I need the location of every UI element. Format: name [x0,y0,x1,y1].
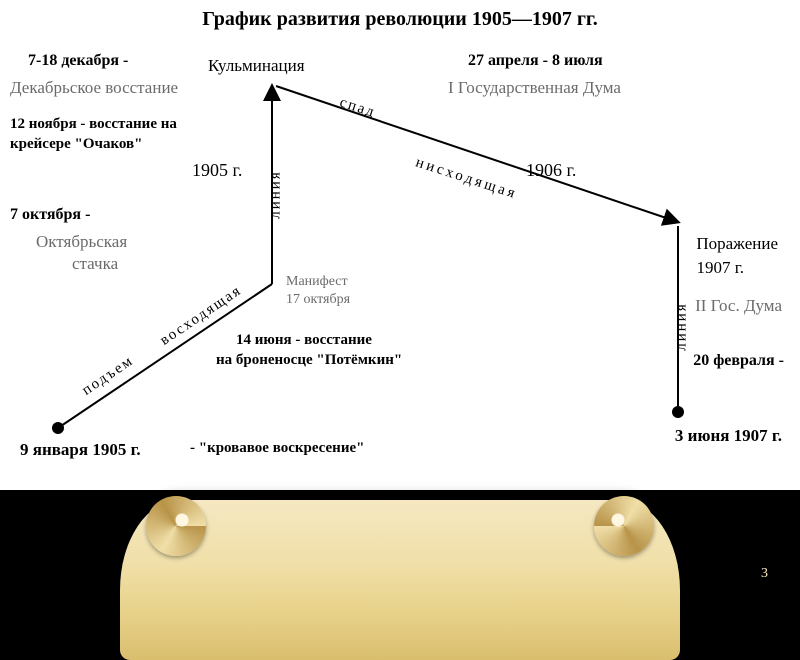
scroll-paper [120,500,680,660]
label-duma1-date: 27 апреля - 8 июля [468,52,603,70]
label-bloody: - "кровавое воскресение" [190,440,364,457]
label-oct1: Октябрьская [36,232,127,252]
label-nish: нисходящая [416,154,522,171]
label-dec-uprising: Декабрьское восстание [10,78,178,98]
label-oct-date: 7 октября - [10,206,90,224]
label-year-1906: 1906 г. [526,160,576,181]
label-duma2: II Гос. Дума [695,296,782,316]
label-ochakov: крейсере "Очаков" [10,136,143,153]
label-potemkin: на броненосце "Потёмкин" [216,352,402,369]
label-manifest2: 17 октября [286,292,350,308]
start-point [52,422,64,434]
label-duma1: I Государственная Дума [448,78,621,98]
page-number: 3 [761,566,768,582]
label-ochakov-date: 12 ноября - восстание на [10,116,177,133]
scroll-band: 3 [0,490,800,600]
label-year-1905: 1905 г. [192,160,242,181]
diagram-canvas: График развития революции 1905—1907 гг. … [0,0,800,490]
label-liniya-up: линия [252,186,300,203]
label-podiem: подъем [84,384,143,401]
label-bloody-date: 9 января 1905 г. [20,440,141,460]
label-defeat-year: 1907 г. [696,258,744,278]
label-spad: спад [340,94,377,111]
label-liniya-down: линия [658,318,706,335]
label-defeat: Поражение [696,234,778,254]
label-kulmination: Кульминация [208,56,305,76]
label-oct2: стачка [72,254,118,274]
label-vosh: восходящая [162,334,257,351]
label-end-date: 3 июня 1907 г. [675,426,782,446]
end-point [672,406,684,418]
label-manifest1: Манифест [286,274,348,290]
scroll-curl-left [146,496,206,556]
scroll-curl-right [594,496,654,556]
label-duma2-date: 20 февраля - [693,352,784,370]
label-dec-date: 7-18 декабря - [28,52,128,70]
